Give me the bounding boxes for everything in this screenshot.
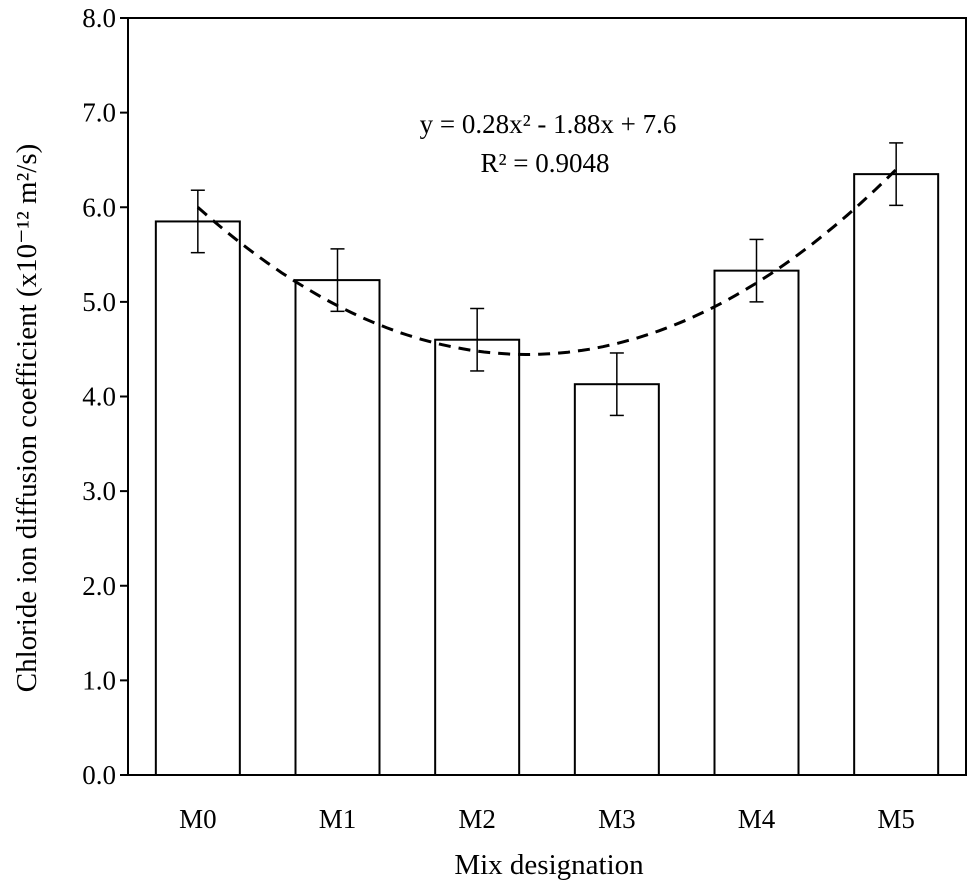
bar-M3: [573, 383, 660, 776]
trendline-r-squared: R² = 0.9048: [480, 148, 609, 178]
error-bar-M0: [190, 189, 205, 254]
y-tick-label: 7.0: [82, 98, 116, 128]
error-bar-M3: [609, 352, 624, 417]
error-bar-M1: [330, 248, 345, 313]
y-axis: 0.0 1.0 2.0 3.0 4.0 5.0 6.0 7.0 8.0: [82, 3, 128, 790]
x-tick-label: M3: [598, 804, 636, 834]
x-tick-label: M2: [458, 804, 496, 834]
bar-M1: [294, 279, 381, 776]
x-tick-label: M4: [738, 804, 776, 834]
trendline-equation: y = 0.28x² - 1.88x + 7.6: [420, 109, 677, 139]
bar-M2: [434, 338, 521, 776]
x-axis-title: Mix designation: [454, 849, 644, 881]
y-tick-label: 4.0: [82, 382, 116, 412]
trendline: [196, 168, 898, 357]
x-tick-label: M1: [319, 804, 357, 834]
y-tick-label: 5.0: [82, 287, 116, 317]
bar-M5: [853, 173, 940, 777]
y-tick-label: 8.0: [82, 3, 116, 33]
error-bar-M5: [889, 142, 904, 207]
x-tick-label: M5: [877, 804, 915, 834]
x-axis: M0 M1 M2 M3 M4 M5: [179, 804, 915, 834]
y-tick-label: 6.0: [82, 192, 116, 222]
x-tick-label: M0: [179, 804, 217, 834]
bars-group: [154, 173, 940, 777]
error-bars-group: [190, 142, 904, 417]
y-tick-label: 1.0: [82, 665, 116, 695]
bar-M0: [154, 220, 241, 777]
bar-M4: [713, 269, 800, 776]
y-tick-label: 3.0: [82, 476, 116, 506]
plot-area-frame: [127, 17, 967, 776]
error-bar-M2: [470, 307, 485, 372]
error-bar-M4: [749, 238, 764, 303]
y-tick-label: 0.0: [82, 760, 116, 790]
y-tick-label: 2.0: [82, 571, 116, 601]
y-axis-title: Chloride ion diffusion coefficient (x10⁻…: [11, 144, 43, 693]
